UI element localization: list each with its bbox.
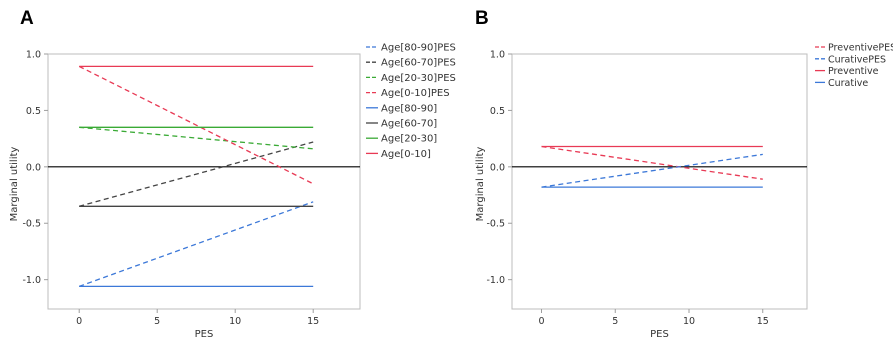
y-tick-label: 0.0 (26, 162, 41, 173)
legend-label: Age[60-70]PES (381, 58, 456, 69)
x-tick-label: 5 (612, 316, 618, 327)
x-tick-label: 10 (683, 316, 695, 327)
panel-letter: A (20, 8, 34, 29)
x-tick-label: 0 (538, 316, 544, 327)
series-line-preventivepes (541, 145, 763, 180)
panel-b: B 1.0 0.5 0.0 -0.5 -1.0 0 5 10 15 PES Marginal util… (475, 8, 893, 340)
y-tick-label: 0.5 (26, 106, 41, 117)
legend-label: Age[80-90] (381, 103, 437, 114)
x-tick-label: 5 (154, 316, 160, 327)
legend: Age[80-90]PES Age[60-70]PES Age[20-30]PES A… (366, 43, 456, 160)
legend-label: Preventive (828, 66, 879, 77)
x-tick-label: 15 (307, 316, 319, 327)
y-tick-label: 0.0 (490, 162, 505, 173)
legend-label: CurativePES (828, 54, 886, 65)
plot-frame (511, 53, 808, 310)
y-tick-label: 0.5 (490, 106, 505, 117)
series-line-age-80-90-pes (78, 201, 314, 288)
legend-label: Age[20-30]PES (381, 73, 456, 84)
y-tick-label: 1.0 (490, 50, 505, 61)
y-tick-label: -1.0 (486, 275, 505, 286)
y-tick-label: -0.5 (22, 219, 41, 230)
legend-label: Age[0-10] (381, 149, 431, 160)
x-tick-label: 0 (76, 316, 82, 327)
x-axis-title: PES (650, 329, 669, 340)
y-tick-label: 1.0 (26, 50, 41, 61)
legend-label: Age[0-10]PES (381, 88, 450, 99)
y-axis-title: Marginal utility (9, 147, 20, 222)
legend: PreventivePESCurativePESPreventiveCurati… (815, 43, 893, 89)
x-tick-label: 15 (757, 316, 769, 327)
x-tick-label: 10 (229, 316, 241, 327)
y-tick-label: -1.0 (22, 275, 41, 286)
x-axis-title: PES (195, 329, 214, 340)
panel-letter: B (475, 8, 489, 29)
legend-label: Age[80-90]PES (381, 43, 456, 54)
plot-frame (47, 53, 361, 310)
legend-label: Age[20-30] (381, 134, 437, 145)
series-line-age-20-30-pes (79, 126, 314, 150)
legend-label: Curative (828, 78, 868, 89)
y-axis-title: Marginal utility (475, 147, 486, 222)
series-line-age-0-10-pes (78, 65, 314, 185)
y-tick-label: -0.5 (486, 219, 505, 230)
legend-label: PreventivePES (828, 43, 893, 54)
series-line-curativepes (541, 153, 763, 188)
legend-label: Age[60-70] (381, 119, 437, 130)
series-line-age-60-70-pes (79, 141, 314, 207)
panel-a: A 1.0 0.5 0.0 -0.5 -1.0 0 5 10 15 PES Marginal util… (9, 8, 456, 340)
